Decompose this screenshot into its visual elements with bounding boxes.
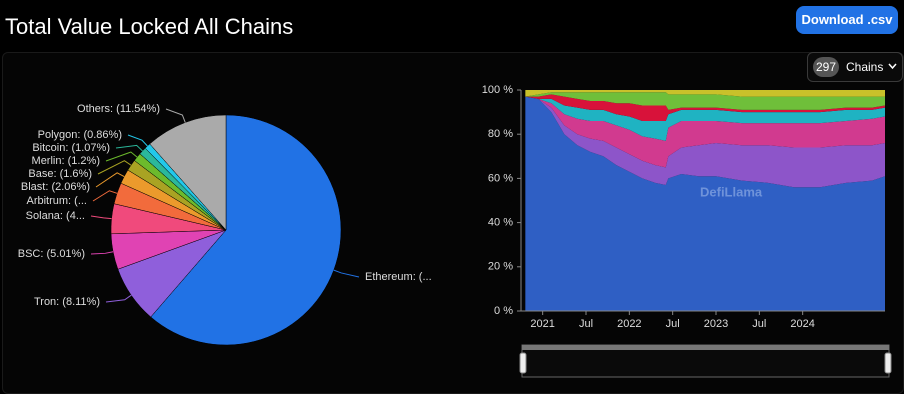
x-tick-label: 2024 — [790, 318, 814, 330]
x-tick-label: 2023 — [704, 318, 728, 330]
slice-label: Bitcoin: (1.07%) — [32, 142, 110, 154]
x-tick-label: 2022 — [617, 318, 641, 330]
x-tick-label: Jul — [752, 318, 766, 330]
slice-label: BSC: (5.01%) — [18, 248, 85, 260]
y-tick-label: 60 % — [488, 172, 513, 184]
area-series — [525, 90, 885, 97]
chevron — [888, 63, 897, 70]
pie-slice — [149, 114, 227, 231]
slice-label: Base: (1.6%) — [28, 168, 92, 180]
slider-track — [522, 345, 889, 350]
chain-label: Chains — [846, 60, 884, 74]
slice-label: Tron: (8.11%) — [34, 296, 100, 308]
leader-line — [97, 160, 132, 175]
leader-line — [105, 294, 132, 303]
slice-label: Others: (11.54%) — [77, 103, 160, 115]
leader-line — [165, 108, 186, 123]
leader-line — [115, 144, 143, 152]
slice-label: Ethereum: (... — [365, 271, 432, 283]
page-title: Total Value Locked All Chains — [5, 14, 294, 39]
slice-label: Solana: (4... — [26, 210, 85, 222]
leader-line — [95, 172, 125, 188]
leader-line — [127, 134, 148, 147]
y-tick-label: 80 % — [488, 128, 513, 140]
leader-line — [333, 269, 360, 278]
chain-count: 297 — [813, 57, 839, 77]
area-series — [525, 96, 885, 311]
chains-select[interactable]: 297 Chains — [807, 52, 903, 82]
area-series — [525, 96, 885, 141]
slice-label: Merlin: (1.2%) — [32, 155, 100, 167]
area-series — [525, 96, 885, 188]
y-tick-label: 40 % — [488, 217, 513, 229]
x-tick-label: 2021 — [530, 318, 554, 330]
slice-label: Arbitrum: (... — [26, 195, 87, 207]
watermark: DefiLlama — [700, 184, 763, 199]
leader-line — [92, 190, 118, 202]
y-tick-label: 0 % — [494, 305, 513, 317]
leader-line — [90, 251, 114, 255]
slice-label: Polygon: (0.86%) — [38, 129, 122, 141]
slider-handle[interactable] — [884, 352, 892, 374]
leader-line — [105, 151, 138, 162]
leader-line — [90, 215, 112, 220]
y-tick-label: 100 % — [482, 84, 513, 96]
slider-handle[interactable] — [519, 352, 527, 374]
x-tick-label: Jul — [579, 318, 593, 330]
area-series — [525, 96, 885, 168]
download-button[interactable]: Download .csv — [796, 6, 898, 34]
slice-label: Blast: (2.06%) — [21, 181, 90, 193]
y-tick-label: 20 % — [488, 261, 513, 273]
x-tick-label: Jul — [666, 318, 680, 330]
